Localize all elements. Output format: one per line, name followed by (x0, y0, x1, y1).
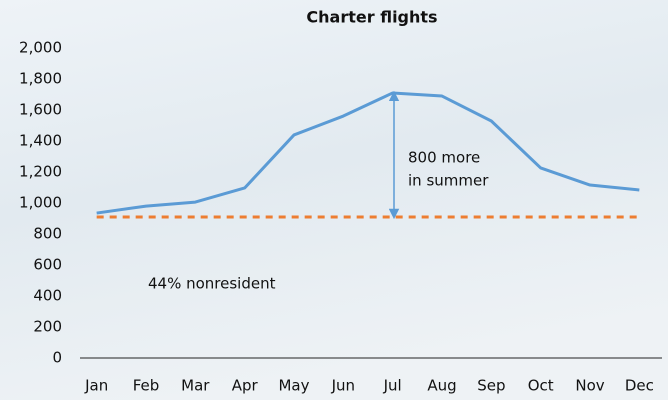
y-tick-label: 1,600 (19, 101, 62, 119)
y-tick-label: 1,000 (19, 194, 62, 212)
y-tick-label: 2,000 (19, 39, 62, 57)
y-tick-label: 200 (33, 318, 62, 336)
x-tick-label: Aug (427, 377, 456, 395)
x-tick-label: Sep (477, 377, 505, 395)
x-tick-label: May (278, 377, 309, 395)
annotation: in summer (408, 172, 489, 190)
x-tick-label: Feb (133, 377, 160, 395)
y-tick-label: 400 (33, 287, 62, 305)
y-tick-label: 0 (52, 349, 62, 367)
x-tick-label: Jan (84, 377, 108, 395)
y-tick-label: 1,800 (19, 70, 62, 88)
y-tick-label: 600 (33, 256, 62, 274)
x-tick-label: Jun (331, 377, 355, 395)
x-tick-label: Jul (383, 377, 402, 395)
chart-title: Charter flights (306, 8, 437, 27)
annotation: 800 more (408, 149, 480, 167)
y-tick-label: 800 (33, 225, 62, 243)
data-line (96, 91, 640, 215)
x-tick-label: Nov (575, 377, 604, 395)
x-tick-label: Mar (181, 377, 210, 395)
y-tick-label: 1,200 (19, 163, 62, 181)
y-tick-label: 1,400 (19, 132, 62, 150)
annotation: 44% nonresident (148, 275, 276, 293)
x-tick-label: Apr (232, 377, 259, 395)
x-tick-label: Oct (528, 377, 554, 395)
x-tick-label: Dec (625, 377, 654, 395)
